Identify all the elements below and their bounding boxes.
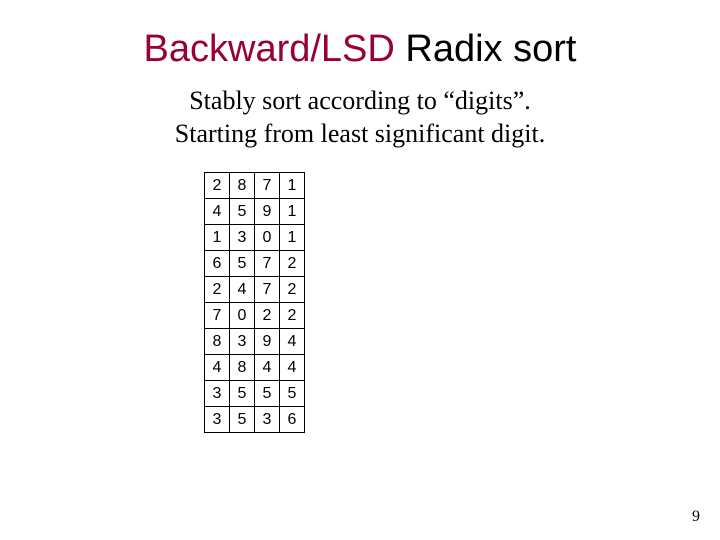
table-cell: 0 xyxy=(230,303,255,329)
table-cell: 2 xyxy=(280,303,305,329)
table-cell: 7 xyxy=(255,277,280,303)
table-row: 8394 xyxy=(205,329,305,355)
subtitle-line-1: Stably sort according to “digits”. xyxy=(0,85,720,118)
table-cell: 2 xyxy=(280,277,305,303)
table-cell: 7 xyxy=(205,303,230,329)
table-cell: 2 xyxy=(280,251,305,277)
table-cell: 8 xyxy=(205,329,230,355)
title-rest: Radix sort xyxy=(395,28,577,70)
table-cell: 7 xyxy=(255,251,280,277)
table-row: 1301 xyxy=(205,225,305,251)
table-row: 2871 xyxy=(205,173,305,199)
table-cell: 3 xyxy=(205,381,230,407)
table-cell: 3 xyxy=(230,225,255,251)
digit-table-container: 2871459113016572247270228394484435553536 xyxy=(0,172,720,433)
table-cell: 3 xyxy=(255,407,280,433)
table-cell: 5 xyxy=(230,199,255,225)
table-cell: 2 xyxy=(205,277,230,303)
table-cell: 2 xyxy=(205,173,230,199)
title-accent: Backward/LSD xyxy=(144,28,395,70)
table-row: 3536 xyxy=(205,407,305,433)
table-cell: 5 xyxy=(280,381,305,407)
table-row: 7022 xyxy=(205,303,305,329)
table-row: 3555 xyxy=(205,381,305,407)
table-row: 6572 xyxy=(205,251,305,277)
table-cell: 8 xyxy=(230,355,255,381)
subtitle-line-2: Starting from least significant digit. xyxy=(0,118,720,151)
table-cell: 1 xyxy=(280,199,305,225)
table-cell: 6 xyxy=(205,251,230,277)
table-cell: 5 xyxy=(230,251,255,277)
digit-table: 2871459113016572247270228394484435553536 xyxy=(204,172,305,433)
table-cell: 4 xyxy=(280,329,305,355)
slide-title: Backward/LSD Radix sort xyxy=(0,0,720,71)
table-cell: 6 xyxy=(280,407,305,433)
table-cell: 1 xyxy=(280,225,305,251)
table-cell: 9 xyxy=(255,329,280,355)
slide-subtitle: Stably sort according to “digits”. Start… xyxy=(0,85,720,150)
table-cell: 4 xyxy=(230,277,255,303)
table-cell: 5 xyxy=(230,407,255,433)
table-cell: 0 xyxy=(255,225,280,251)
table-cell: 4 xyxy=(205,199,230,225)
table-row: 4591 xyxy=(205,199,305,225)
table-cell: 4 xyxy=(255,355,280,381)
table-cell: 5 xyxy=(230,381,255,407)
table-cell: 5 xyxy=(255,381,280,407)
table-cell: 1 xyxy=(205,225,230,251)
table-cell: 4 xyxy=(280,355,305,381)
table-cell: 4 xyxy=(205,355,230,381)
table-row: 2472 xyxy=(205,277,305,303)
table-row: 4844 xyxy=(205,355,305,381)
table-cell: 7 xyxy=(255,173,280,199)
table-cell: 3 xyxy=(205,407,230,433)
table-cell: 9 xyxy=(255,199,280,225)
table-cell: 3 xyxy=(230,329,255,355)
table-cell: 8 xyxy=(230,173,255,199)
table-cell: 2 xyxy=(255,303,280,329)
table-cell: 1 xyxy=(280,173,305,199)
page-number: 9 xyxy=(692,508,700,526)
